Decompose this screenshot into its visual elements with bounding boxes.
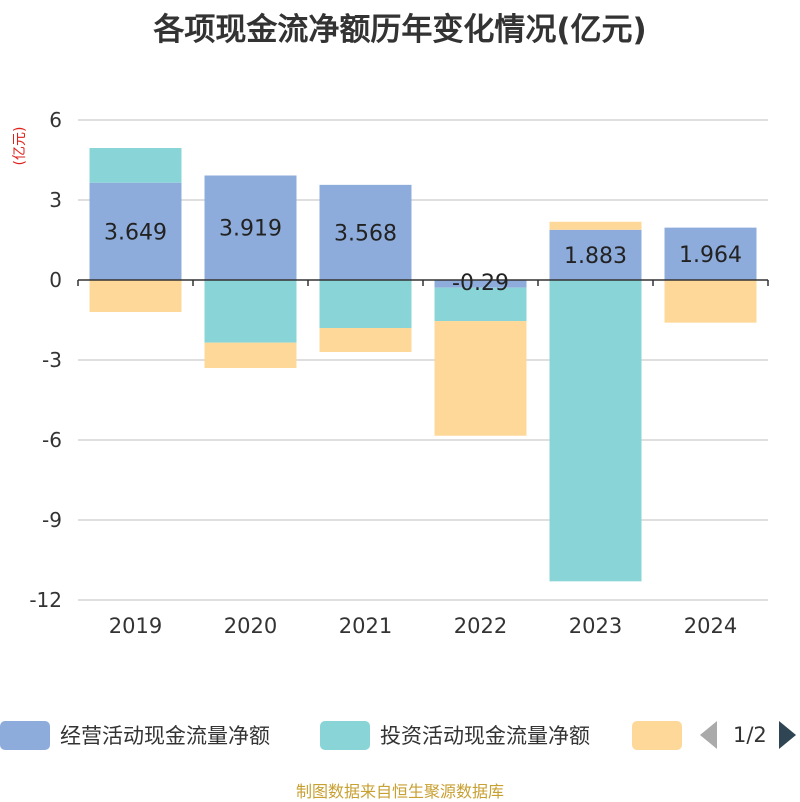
axis-layer: 6 3 0 -3 -6 -9 -12 (亿元) 2019 2020 2021 2022 2023 2024 xyxy=(12,108,769,638)
bar-2024-series-0 xyxy=(664,227,757,280)
bar-2023-series-2 xyxy=(549,221,642,230)
data-label-2020: 3.919 xyxy=(219,217,282,242)
bar-2019-series-1 xyxy=(89,148,182,183)
bar-2022-series-1 xyxy=(434,287,527,322)
data-label-2022: -0.29 xyxy=(452,271,509,296)
y-tick-label: -9 xyxy=(42,508,62,532)
data-label-2023: 1.883 xyxy=(564,244,627,269)
y-tick-label: 3 xyxy=(49,188,62,212)
legend-item-operating[interactable]: 经营活动现金流量净额 xyxy=(0,718,270,752)
bar-2023-series-1 xyxy=(549,280,642,582)
x-tick-label: 2021 xyxy=(339,614,392,638)
legend-swatch-operating xyxy=(0,720,50,750)
bar-2019-series-2 xyxy=(89,280,182,312)
legend-pager: 1/2 xyxy=(700,718,796,752)
bar-2020-series-1 xyxy=(204,280,297,343)
source-note: 制图数据来自恒生聚源数据库 xyxy=(295,782,504,801)
bar-2021-series-0 xyxy=(319,184,412,280)
x-tick-label: 2019 xyxy=(109,614,162,638)
bar-2021-series-1 xyxy=(319,280,412,328)
bar-2022-series-0 xyxy=(434,280,527,288)
chart-title: 各项现金流净额历年变化情况(亿元) xyxy=(153,12,647,48)
y-axis-title: (亿元) xyxy=(12,127,28,166)
x-tick-label: 2022 xyxy=(454,614,507,638)
legend-swatch-investing xyxy=(320,720,370,750)
x-tick-label: 2023 xyxy=(569,614,622,638)
legend-label-investing: 投资活动现金流量净额 xyxy=(380,724,590,748)
bar-2020-series-2 xyxy=(204,342,297,368)
y-tick-label: 6 xyxy=(49,108,62,132)
bar-2023-series-0 xyxy=(549,229,642,280)
legend-item-investing[interactable]: 投资活动现金流量净额 xyxy=(320,718,590,752)
y-tick-label: -12 xyxy=(29,588,62,612)
legend-item-financing[interactable] xyxy=(632,718,692,752)
data-label-2024: 1.964 xyxy=(679,243,742,268)
legend-prev-page-icon[interactable] xyxy=(700,721,717,749)
bar-2024-series-2 xyxy=(664,280,757,323)
bar-2020-series-0 xyxy=(204,175,297,280)
label-layer: 3.649 3.919 3.568 -0.29 1.883 1.964 xyxy=(104,217,742,296)
x-tick-label: 2020 xyxy=(224,614,277,638)
legend-swatch-financing xyxy=(632,720,682,750)
grid-layer xyxy=(78,119,768,601)
y-tick-label: 0 xyxy=(49,268,62,292)
y-tick-label: -6 xyxy=(42,428,62,452)
bar-layer xyxy=(89,148,757,582)
bar-2019-series-0 xyxy=(89,182,182,280)
x-tick-label: 2024 xyxy=(684,614,737,638)
y-tick-label: -3 xyxy=(42,348,62,372)
data-label-2021: 3.568 xyxy=(334,221,397,246)
bar-2022-series-2 xyxy=(434,321,527,436)
data-label-2019: 3.649 xyxy=(104,220,167,245)
legend-next-page-icon[interactable] xyxy=(778,721,796,749)
legend-page-indicator: 1/2 xyxy=(733,723,767,747)
legend-label-operating: 经营活动现金流量净额 xyxy=(60,724,270,748)
legend: 经营活动现金流量净额 投资活动现金流量净额 1/2 xyxy=(0,718,800,752)
bar-2021-series-2 xyxy=(319,328,412,352)
